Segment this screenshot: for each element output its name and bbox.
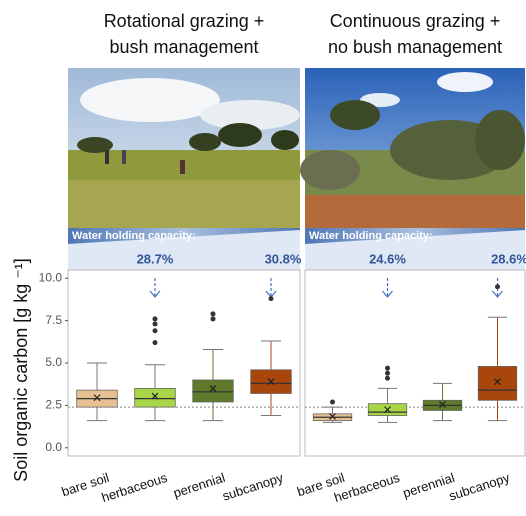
outlier: [269, 296, 274, 301]
water-value: 28.6%: [491, 251, 526, 266]
outlier: [153, 322, 158, 327]
y-tick-label: 2.5: [45, 398, 62, 412]
y-axis-label: Soil organic carbon [g kg ⁻¹]: [11, 258, 31, 482]
plot-frame-right: [305, 270, 525, 456]
panel-title: Continuous grazing +: [330, 11, 501, 31]
outlier: [330, 399, 335, 404]
photo-right: [300, 68, 525, 228]
x-tick-label: subcanopy: [221, 470, 286, 504]
outlier: [385, 366, 390, 371]
water-label: Water holding capacity:: [72, 230, 196, 242]
outlier: [495, 284, 500, 289]
y-tick-label: 0.0: [45, 440, 62, 454]
x-tick-label: herbaceous: [100, 470, 170, 505]
outlier: [153, 328, 158, 333]
water-value: 28.7%: [137, 251, 174, 266]
panel-title: Rotational grazing +: [104, 11, 265, 31]
panel-title: no bush management: [328, 37, 502, 57]
water-label: Water holding capacity:: [309, 230, 433, 242]
photo-left: [68, 68, 300, 228]
outlier: [385, 371, 390, 376]
outlier: [153, 316, 158, 321]
y-tick-label: 5.0: [45, 355, 62, 369]
x-tick-label: subcanopy: [447, 470, 512, 504]
box: [193, 380, 234, 402]
y-tick-label: 7.5: [45, 313, 62, 327]
figure: Soil organic carbon [g kg ⁻¹] Rotational…: [0, 0, 526, 516]
water-value: 24.6%: [369, 251, 406, 266]
box: [478, 366, 517, 400]
outlier: [211, 316, 216, 321]
outlier: [211, 311, 216, 316]
x-tick-label: perennial: [171, 470, 227, 501]
y-tick-label: 10.0: [39, 270, 63, 284]
outlier: [153, 340, 158, 345]
water-value: 30.8%: [265, 251, 302, 266]
outlier: [385, 376, 390, 381]
panel-title: bush management: [109, 37, 258, 57]
box: [135, 388, 176, 407]
